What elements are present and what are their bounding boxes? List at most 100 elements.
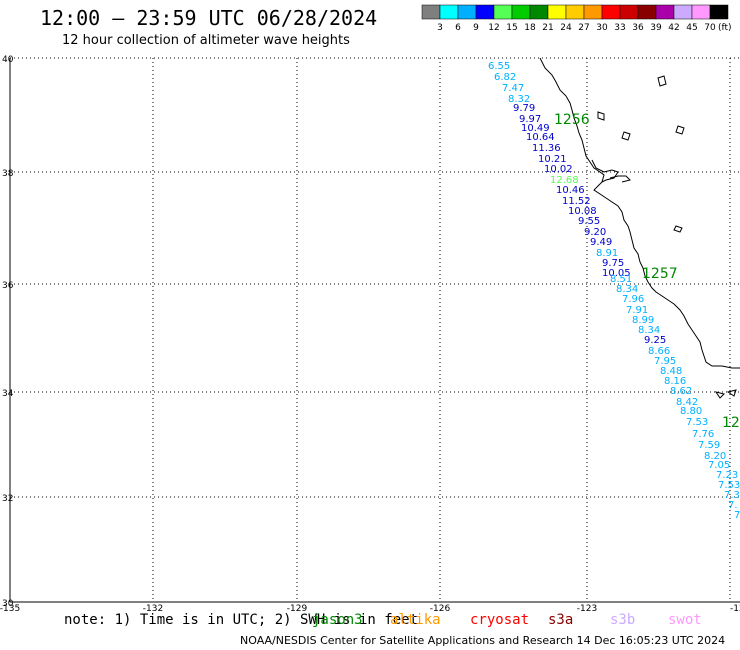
wave-height-label: 9.97 [519,114,541,125]
lake-5 [673,225,683,233]
wave-height-label: 8.16 [664,376,686,387]
wave-height-label: 8.32 [508,94,530,105]
lon-tick-label: -129 [287,604,308,614]
lon-tick-label: -120 [730,604,740,614]
legend-swatch [457,4,477,20]
lat-tick-label: 38 [2,169,14,179]
legend-label: 36 [632,23,644,33]
legend-swatch [583,4,603,20]
wave-height-label: 7.23 [716,470,738,481]
legend-swatch [601,4,621,20]
lake-2 [597,111,605,121]
legend-label: 18 [524,23,536,33]
wave-height-label: 7.47 [502,83,524,94]
legend-label: 24 [560,23,572,33]
legend-swatch [439,4,459,20]
pass-number-label: 12 [722,415,740,431]
lon-tick-label: -126 [430,604,451,614]
wave-height-label: 8.99 [632,315,654,326]
wave-height-label: 7. [728,500,738,511]
legend-swatch [637,4,657,20]
legend-swatch [547,4,567,20]
satellite-name-s3a: s3a [548,612,574,628]
wave-height-label: 8.91 [596,248,618,259]
legend-swatch [529,4,549,20]
lake-4 [675,125,685,135]
footer-credit: NOAA/NESDIS Center for Satellite Applica… [240,634,726,647]
satellite-name-jason3: jason3 [312,612,363,628]
legend-swatch [655,4,675,20]
wave-height-label: 7 [734,510,740,521]
legend-label: 70 [704,23,716,33]
legend-swatch [475,4,495,20]
wave-height-label: 11.52 [562,196,591,207]
wave-height-label: 9.75 [602,258,624,269]
legend-label: 9 [473,23,479,33]
satellite-name-cryosat: cryosat [470,612,530,628]
lat-tick-label: 36 [2,281,14,291]
wave-height-label: 10.08 [568,206,597,217]
wave-height-label: 9.25 [644,335,666,346]
lon-tick-label: -132 [143,604,163,614]
bay-inlet [609,175,631,183]
legend-swatch [673,4,693,20]
page-subtitle: 12 hour collection of altimeter wave hei… [62,33,350,48]
lon-tick-label: -135 [0,604,20,614]
wave-height-label: 7.91 [626,305,648,316]
wave-height-label: 8.48 [660,366,682,377]
wave-height-label: 8.34 [616,284,638,295]
lat-tick-label: 30 [2,599,14,609]
color-legend: 3 6 9 12 15 18 21 24 27 30 33 36 39 42 45 70 [421,4,729,33]
wave-height-label: 8.62 [670,386,692,397]
note-text: note: 1) Time is in UTC; 2) SWH is in fe… [64,612,419,628]
legend-label: 42 [668,23,679,33]
wave-height-label: 9.20 [584,227,606,238]
wave-height-label: 8.51 [610,274,632,285]
wave-height-label: 8.66 [648,346,670,357]
legend-label: 45 [686,23,697,33]
satellite-name-swot: swot [668,612,702,628]
island-2 [714,391,725,399]
legend-label: 30 [596,23,608,33]
wave-height-label: 8.34 [638,325,660,336]
legend-unit: (ft) [718,23,732,33]
wave-height-label: 9.55 [578,216,600,227]
satellite-name-s3b: s3b [610,612,636,628]
wave-height-label: 12.68 [550,175,579,186]
legend-label: 6 [455,23,461,33]
wave-height-label: 10.64 [526,132,555,143]
wave-height-label: 10.46 [556,185,585,196]
legend-swatch [709,4,729,20]
california-coast [539,57,740,369]
pass-number-label: 1257 [642,266,678,282]
wave-height-label: 8.80 [680,406,702,417]
pass-labels: 1256 1257 12 [554,112,740,431]
wave-height-label: 7.3 [724,490,740,501]
wave-height-label: 10.05 [602,268,631,279]
wave-height-label: 8.20 [704,451,726,462]
legend-swatch [493,4,513,20]
legend-swatch [421,4,441,20]
legend-label: 12 [488,23,499,33]
lon-tick-label: -123 [577,604,597,614]
wave-height-label: 6.55 [488,61,510,72]
lake-1 [657,75,667,87]
wave-height-label: 7.53 [686,417,708,428]
legend-label: 15 [506,23,517,33]
axis-labels: 40 38 36 34 32 30-135 -132 -129 -126 -123 -120 [0,55,740,614]
coastline [539,57,740,399]
lat-tick-label: 40 [2,55,14,65]
wave-height-label: 10.02 [544,164,573,175]
wave-height-label: 7.96 [622,294,644,305]
wave-height-label: 7.05 [708,460,730,471]
lake-3 [621,131,631,141]
wave-height-label: 11.36 [532,143,561,154]
page-title: 12:00 – 23:59 UTC 06/28/2024 [40,6,378,30]
wave-height-label: 6.82 [494,72,516,83]
wave-height-label: 8.42 [676,397,698,408]
wave-height-label: 9.79 [513,103,535,114]
sf-bay [591,159,619,183]
wave-height-label: 7.53 [718,480,740,491]
legend-label: 3 [437,23,443,33]
